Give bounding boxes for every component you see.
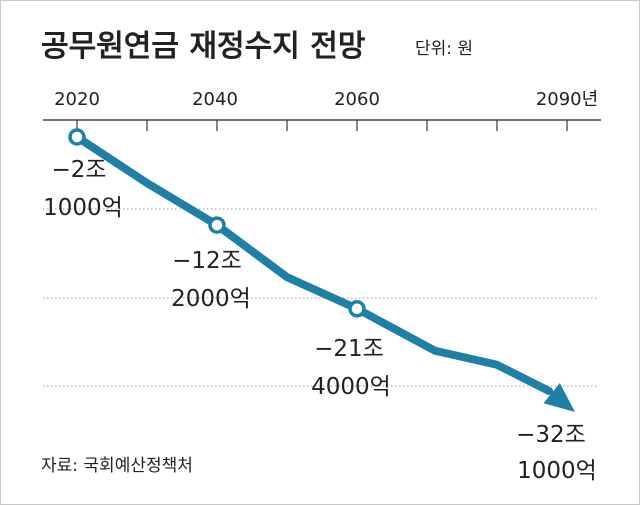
series-line bbox=[73, 133, 553, 395]
data-markers bbox=[68, 128, 366, 318]
data-label: −2조 bbox=[51, 157, 106, 183]
data-label: 1000억 bbox=[517, 458, 597, 484]
grid-lines bbox=[43, 208, 599, 387]
data-labels: −2조 1000억 −12조 2000억 −21조 4000억 −32조 100… bbox=[43, 157, 597, 484]
arrow-head bbox=[543, 383, 575, 412]
x-tick-label-2060: 2060 bbox=[334, 89, 380, 110]
x-tick-label-2040: 2040 bbox=[192, 89, 238, 110]
x-tick-label-2020: 2020 bbox=[54, 89, 100, 110]
data-label: 2000억 bbox=[171, 286, 251, 312]
x-axis-ticks bbox=[76, 120, 568, 131]
source-note: 자료: 국회예산정책처 bbox=[41, 456, 193, 476]
data-point-marker bbox=[208, 216, 226, 234]
chart-title: 공무원연금 재정수지 전망 bbox=[41, 29, 366, 64]
data-point-marker bbox=[348, 300, 366, 318]
data-label: −12조 bbox=[172, 248, 242, 274]
data-point-marker bbox=[68, 128, 86, 146]
data-label: 4000억 bbox=[311, 374, 391, 400]
data-label: 1000억 bbox=[43, 195, 123, 221]
data-label: −32조 bbox=[516, 422, 586, 448]
data-label: −21조 bbox=[314, 336, 384, 362]
x-tick-label-2090: 2090년 bbox=[536, 89, 598, 110]
unit-label: 단위: 원 bbox=[415, 39, 473, 59]
